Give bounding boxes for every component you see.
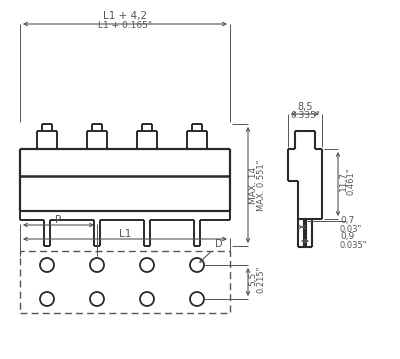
Bar [20, 251, 230, 313]
Text: 5,5: 5,5 [248, 272, 258, 286]
Text: P: P [55, 215, 62, 225]
Text: 0.035": 0.035" [340, 242, 368, 251]
Text: 0,7: 0,7 [340, 216, 354, 225]
Text: L1 + 0.165": L1 + 0.165" [98, 22, 152, 31]
Text: 0.03": 0.03" [340, 225, 362, 234]
Text: 8,5: 8,5 [297, 102, 313, 112]
Text: L1: L1 [119, 229, 131, 239]
Text: 0.215": 0.215" [256, 265, 266, 293]
Text: 0.335": 0.335" [290, 111, 320, 120]
Text: 0.461": 0.461" [346, 167, 356, 195]
Text: MAX. 14: MAX. 14 [250, 167, 258, 204]
Text: MAX. 0.551": MAX. 0.551" [258, 159, 266, 211]
Text: D: D [200, 239, 223, 262]
Text: 0,9: 0,9 [340, 233, 354, 242]
Text: 11,7: 11,7 [338, 171, 348, 191]
Text: L1 + 4,2: L1 + 4,2 [103, 11, 147, 21]
